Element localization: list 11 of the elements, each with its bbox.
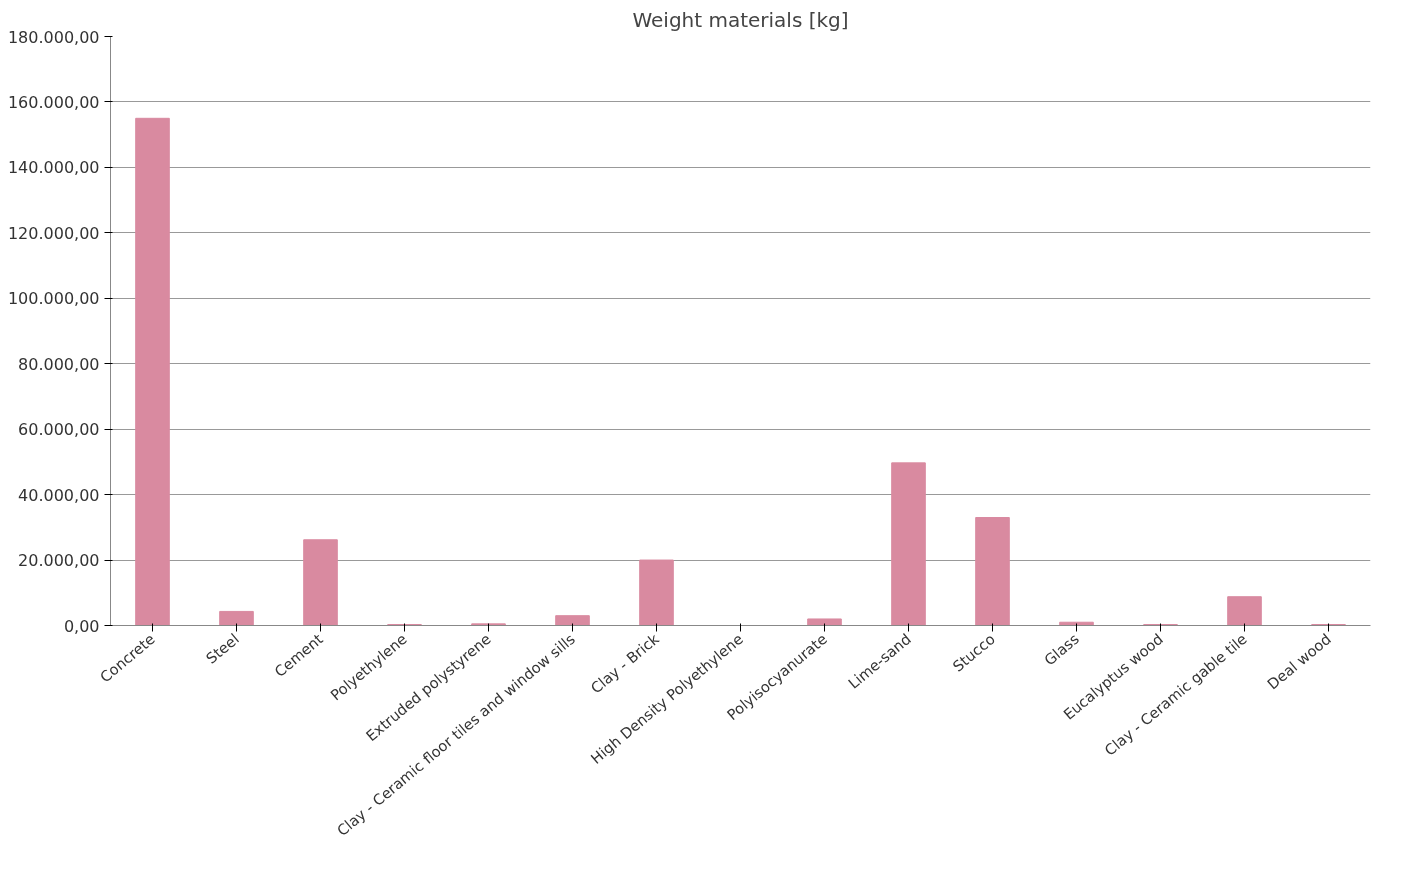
y-tick-label: 100.000,00 (7, 289, 100, 309)
y-tick-label: 20.000,00 (18, 551, 100, 571)
y-tick-label: 80.000,00 (18, 354, 100, 374)
chart-title: Weight materials [kg] (632, 7, 849, 32)
y-tick-label: 120.000,00 (7, 223, 100, 243)
y-tick-label: 40.000,00 (18, 485, 100, 505)
y-tick-label: 180.000,00 (7, 27, 100, 47)
y-tick-label: 160.000,00 (7, 92, 100, 112)
y-tick-label: 140.000,00 (7, 158, 100, 178)
y-tick-label: 60.000,00 (18, 420, 100, 440)
y-tick-label: 0,00 (63, 616, 100, 636)
